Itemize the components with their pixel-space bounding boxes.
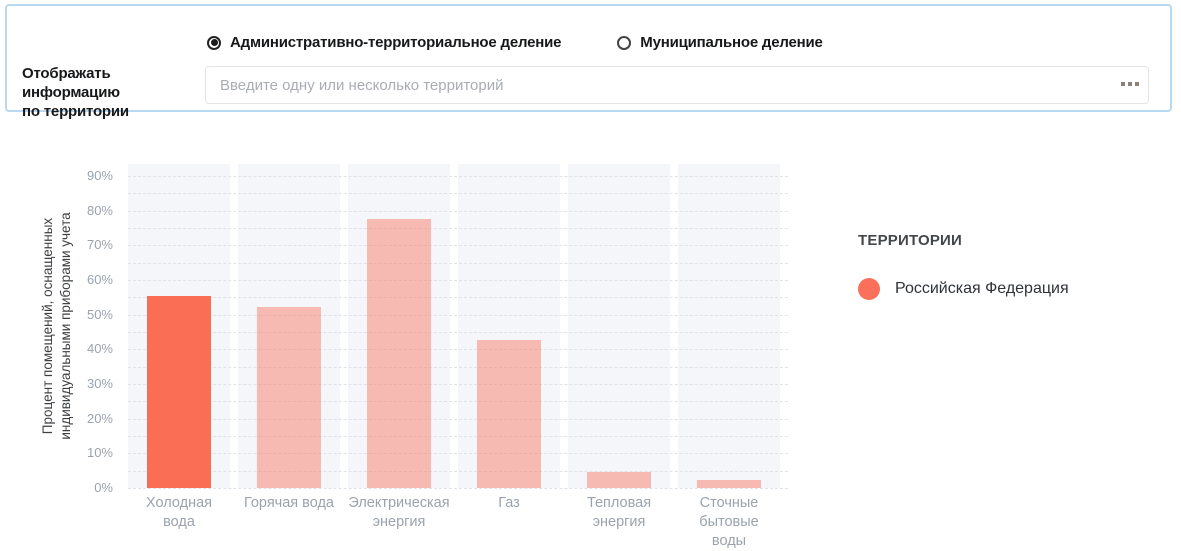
category-label: Горячая вода bbox=[243, 495, 334, 511]
gridline bbox=[128, 314, 788, 316]
gridline bbox=[128, 193, 788, 195]
gridline bbox=[128, 228, 788, 230]
radio-administrative-division[interactable]: Административно-территориальное деление bbox=[207, 34, 561, 51]
gridline bbox=[128, 280, 788, 282]
radio-municipal-label: Муниципальное деление bbox=[640, 34, 823, 51]
bar-1[interactable] bbox=[147, 295, 211, 488]
more-options-button[interactable] bbox=[1119, 80, 1141, 88]
y-tick-label: 30% bbox=[86, 376, 113, 392]
division-radio-group: Административно-территориальное деление … bbox=[207, 34, 823, 51]
gridline bbox=[128, 176, 788, 178]
bar-3[interactable] bbox=[367, 219, 431, 488]
gridline bbox=[128, 332, 788, 334]
plot-column-band bbox=[678, 164, 780, 488]
bar-4[interactable] bbox=[477, 340, 541, 488]
bar-5[interactable] bbox=[587, 472, 651, 488]
gridline bbox=[128, 245, 788, 247]
y-tick-label: 10% bbox=[86, 445, 113, 461]
legend-item-russian-federation[interactable]: Российская Федерация bbox=[858, 278, 1069, 300]
plot-column-band bbox=[348, 164, 450, 488]
gridline bbox=[128, 401, 788, 403]
gridline bbox=[128, 488, 788, 489]
gridline bbox=[128, 418, 788, 420]
radio-unselected-icon[interactable] bbox=[617, 35, 632, 50]
category-label: Сточные бытовые воды bbox=[699, 495, 759, 549]
legend: ТЕРРИТОРИИ Российская Федерация bbox=[858, 232, 1069, 300]
category-label: Тепловая энергия bbox=[586, 495, 652, 530]
bar-2[interactable] bbox=[257, 306, 321, 488]
gridline bbox=[128, 349, 788, 351]
category-label: Газ bbox=[498, 495, 520, 511]
gridline bbox=[128, 297, 788, 299]
y-tick-label: 0% bbox=[94, 480, 113, 495]
territory-filter-panel: Отображать информацию по территории Адми… bbox=[5, 4, 1172, 120]
gridline bbox=[128, 453, 788, 455]
plot-column-band bbox=[568, 164, 670, 488]
y-tick-label: 70% bbox=[86, 237, 113, 253]
territory-search-input[interactable] bbox=[205, 66, 1149, 104]
y-tick-label: 80% bbox=[86, 202, 113, 218]
plot-column-band bbox=[238, 164, 340, 488]
y-tick-label: 50% bbox=[86, 306, 113, 322]
radio-selected-icon[interactable] bbox=[207, 35, 221, 50]
plot-column-band bbox=[458, 164, 560, 488]
gridline bbox=[128, 366, 788, 368]
gridline bbox=[128, 210, 788, 212]
filter-label: Отображать информацию по территории bbox=[22, 65, 129, 120]
bar-6[interactable] bbox=[697, 480, 761, 488]
radio-administrative-label: Административно-территориальное деление bbox=[230, 34, 562, 51]
plot-area bbox=[128, 164, 788, 489]
y-tick-label: 60% bbox=[86, 272, 113, 288]
y-tick-label: 90% bbox=[86, 168, 113, 184]
gridline bbox=[128, 384, 788, 386]
gridline bbox=[128, 262, 788, 264]
y-tick-label: 20% bbox=[86, 410, 113, 426]
ellipsis-squares-icon bbox=[1121, 82, 1125, 86]
metering-coverage-chart: Процент помещений, оснащенных индивидуал… bbox=[40, 164, 788, 549]
gridline bbox=[128, 436, 788, 438]
legend-title: ТЕРРИТОРИИ bbox=[858, 232, 962, 249]
legend-item-label: Российская Федерация bbox=[895, 280, 1069, 297]
series-color-dot-icon bbox=[858, 278, 880, 300]
gridline bbox=[128, 470, 788, 472]
category-label: Электрическая энергия bbox=[348, 495, 450, 530]
radio-municipal-division[interactable]: Муниципальное деление bbox=[617, 34, 823, 51]
category-label: Холодная вода bbox=[145, 495, 212, 530]
territory-input-wrap bbox=[205, 66, 1149, 104]
y-tick-label: 40% bbox=[86, 341, 113, 357]
